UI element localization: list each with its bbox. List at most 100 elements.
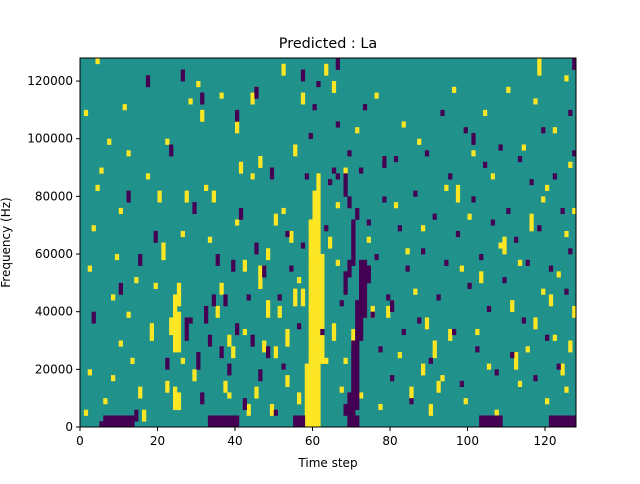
heatmap-cell-high [421,225,426,232]
heatmap-cell-high [537,58,542,65]
heatmap-cell-low [529,179,534,186]
heatmap-cell-high [417,138,422,145]
heatmap-cell-high [176,328,182,336]
heatmap-cell-high [293,150,298,157]
heatmap-cell-low [351,242,356,249]
heatmap-cell-low [463,127,468,134]
heatmap-cell-high [312,196,317,203]
heatmap-cell-high [320,323,325,330]
heatmap-cell-low [359,265,364,272]
heatmap-cell-low [242,403,247,411]
heatmap-cell-low [254,242,259,249]
heatmap-cell-low [347,265,352,272]
heatmap-cell-high [173,323,178,330]
heatmap-cell-high [335,202,340,209]
heatmap-cell-low [184,323,189,330]
heatmap-cell-low [560,421,565,428]
heatmap-cell-high [560,369,565,376]
heatmap-cell-low [351,403,356,411]
heatmap-cell-high [455,196,461,203]
heatmap-cell-high [316,271,321,278]
heatmap-cell-low [545,334,550,341]
heatmap-cell-high [316,323,321,330]
heatmap-cell-high [393,202,399,209]
heatmap-cell-low [355,311,360,318]
heatmap-cell-low [107,421,112,428]
heatmap-cell-high [308,380,313,387]
heatmap-cell-high [304,386,309,393]
heatmap-cell-high [316,386,321,393]
heatmap-cell-high [169,317,174,324]
heatmap-cell-high [316,277,321,284]
heatmap-cell-high [242,328,247,336]
heatmap-cell-low [266,352,271,359]
heatmap-cell-high [308,277,313,284]
heatmap-cell-low [347,398,352,405]
heatmap-cell-low [246,294,251,301]
heatmap-cell-high [223,380,228,387]
heatmap-cell-low [215,259,220,266]
heatmap-cell-high [289,236,294,243]
heatmap-cell-low [308,132,313,140]
heatmap-cell-low [475,346,480,353]
heatmap-cell-high [316,346,321,353]
heatmap-cell-high [273,213,278,220]
heatmap-cell-high [180,357,185,364]
heatmap-cell-low [483,421,488,428]
heatmap-cell-low [401,328,406,336]
heatmap-cell-low [355,328,360,336]
heatmap-cell-high [455,190,461,197]
heatmap-cell-low [452,328,457,336]
heatmap-cell-low [572,415,577,422]
heatmap-cell-high [173,305,178,313]
heatmap-cell-high [235,121,240,128]
heatmap-cell-high [308,230,313,238]
heatmap-cell-low [494,369,499,376]
heatmap-cell-high [440,375,445,382]
heatmap-cell-low [304,173,309,180]
heatmap-cell-low [114,415,120,422]
heatmap-cell-high [510,300,515,307]
heatmap-cell-high [176,288,182,295]
heatmap-cell-low [188,317,193,324]
heatmap-cell-high [308,323,313,330]
x-tick-label: 20 [150,434,165,448]
heatmap-cell-high [560,363,565,370]
heatmap-cell-high [308,300,313,307]
heatmap-cell-high [293,300,298,307]
heatmap-cell-low [347,409,352,416]
heatmap-cell-low [351,248,356,255]
heatmap-cell-low [227,421,232,428]
heatmap-cell-high [176,403,182,411]
heatmap-cell-high [308,369,313,376]
heatmap-cell-high [409,392,414,399]
heatmap-cell-low [359,317,364,324]
heatmap-cell-high [479,277,484,284]
heatmap-cell-low [362,259,368,266]
heatmap-cell-low [118,415,123,422]
heatmap-cell-high [486,363,492,370]
heatmap-cell-low [390,375,395,382]
y-tick-label: 0 [65,420,73,434]
heatmap-cell-low [514,236,519,243]
heatmap-cell-high [238,161,244,168]
heatmap-cell-high [285,375,290,382]
heatmap-cell-low [103,421,108,428]
heatmap-cell-low [207,415,213,422]
heatmap-cell-low [525,259,530,266]
heatmap-cell-high [308,375,313,382]
heatmap-cell-low [548,415,554,422]
heatmap-cell-high [308,236,313,243]
heatmap-cell-low [351,219,356,226]
heatmap-cell-high [320,340,325,347]
heatmap-cell-high [316,380,321,387]
heatmap-cell-high [285,334,290,341]
heatmap-cell-low [134,409,139,416]
heatmap-cell-high [308,403,313,411]
heatmap-cell-high [277,305,282,313]
heatmap-cell-low [335,58,340,65]
heatmap-cell-low [506,207,511,215]
heatmap-cell-high [479,271,484,278]
heatmap-cell-high [157,196,162,203]
heatmap-cell-high [308,311,313,318]
